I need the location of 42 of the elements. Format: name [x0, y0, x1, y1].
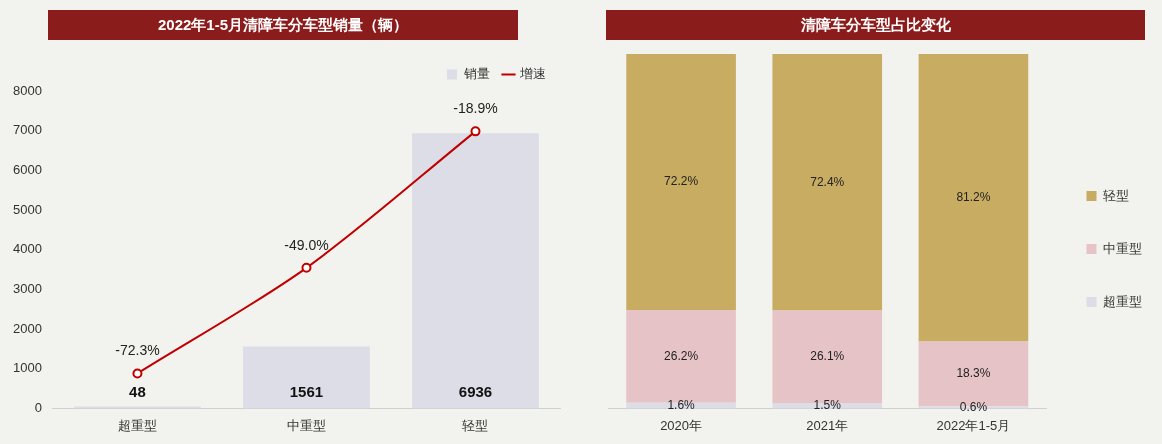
x-tick-label: 2020年 — [660, 417, 703, 433]
data-label: -72.3% — [115, 342, 160, 359]
category-label: 中重型 — [286, 417, 326, 433]
category-label: 超重型 — [117, 417, 157, 433]
y-tick-label: 4000 — [13, 241, 42, 257]
bar — [626, 54, 736, 310]
y-tick-label: 3000 — [13, 280, 42, 296]
data-label: 72.4% — [810, 174, 845, 189]
y-tick-label: 8000 — [13, 82, 42, 98]
data-label: 18.3% — [956, 366, 991, 381]
x-tick-label: 2021年 — [806, 417, 849, 433]
data-label: 0.6% — [959, 399, 988, 414]
bar — [412, 133, 539, 409]
data-label: 1.6% — [667, 397, 696, 412]
y-tick-label: 0 — [34, 399, 42, 415]
data-label: 81.2% — [956, 189, 991, 204]
data-label: 6936 — [458, 382, 493, 400]
x-tick-label: 2022年1-5月 — [936, 417, 1011, 433]
chart-title: 清障车分车型占比变化 — [606, 10, 1145, 40]
data-label: -49.0% — [284, 236, 329, 253]
legend-label: 销量 — [462, 66, 490, 82]
legend-label: 轻型 — [1103, 187, 1129, 203]
data-label: 26.1% — [810, 349, 845, 364]
data-label: 48 — [129, 382, 146, 400]
legend-label: 超重型 — [1103, 293, 1142, 309]
legend-label: 增速 — [519, 66, 546, 82]
y-tick-label: 5000 — [13, 201, 42, 217]
data-label: 1.5% — [813, 398, 842, 413]
category-label: 轻型 — [462, 417, 489, 433]
bar — [243, 346, 370, 409]
data-label: 26.2% — [664, 348, 699, 363]
bar — [772, 54, 883, 311]
legend-label: 中重型 — [1103, 240, 1142, 256]
chart-title: 2022年1-5月清障车分车型销量（辆） — [48, 10, 518, 40]
y-tick-label: 6000 — [13, 161, 42, 177]
y-tick-label: 1000 — [13, 360, 42, 376]
data-label: -18.9% — [453, 100, 498, 117]
y-tick-label: 2000 — [13, 320, 42, 336]
data-label: 1561 — [289, 382, 324, 400]
bar — [918, 54, 1029, 342]
data-label: 72.2% — [664, 174, 699, 189]
y-tick-label: 7000 — [13, 122, 42, 138]
